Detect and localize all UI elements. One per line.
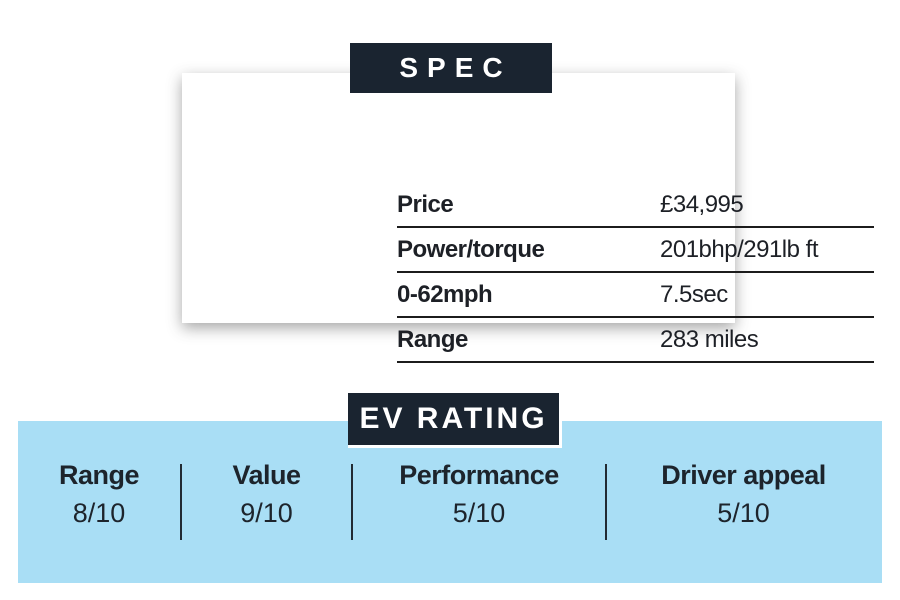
spec-row-value: 201bhp/291lb ft bbox=[660, 235, 818, 263]
spec-row: Range 283 miles bbox=[397, 318, 874, 363]
rating-score: 5/10 bbox=[717, 498, 770, 528]
rating-label: Performance bbox=[399, 460, 559, 490]
rating-label: Value bbox=[232, 460, 301, 490]
ev-rating-columns: Range 8/10 Value 9/10 Performance 5/10 D… bbox=[18, 456, 882, 548]
spec-row-value: 283 miles bbox=[660, 325, 759, 353]
rating-column-range: Range 8/10 bbox=[18, 456, 180, 548]
ev-rating-title-badge: EV RATING bbox=[348, 393, 562, 448]
spec-row-value: £34,995 bbox=[660, 190, 744, 218]
spec-row: Power/torque 201bhp/291lb ft bbox=[397, 228, 874, 273]
column-divider bbox=[180, 464, 182, 540]
spec-row-label: Range bbox=[397, 325, 468, 353]
rating-label: Range bbox=[58, 460, 140, 490]
spec-row: Price £34,995 bbox=[397, 183, 874, 228]
spec-card: Price £34,995 Power/torque 201bhp/291lb … bbox=[182, 73, 874, 363]
column-divider bbox=[605, 464, 607, 540]
rating-label: Driver appeal bbox=[661, 460, 826, 490]
spec-title-badge: SPEC bbox=[350, 43, 552, 93]
column-divider bbox=[351, 464, 353, 540]
rating-column-driver-appeal: Driver appeal 5/10 bbox=[607, 456, 880, 548]
spec-row: 0-62mph 7.5sec bbox=[397, 273, 874, 318]
rating-score: 5/10 bbox=[452, 498, 506, 528]
spec-row-label: Price bbox=[397, 190, 454, 218]
rating-column-performance: Performance 5/10 bbox=[353, 456, 605, 548]
spec-row-value: 7.5sec bbox=[660, 280, 728, 308]
rating-score: 9/10 bbox=[240, 498, 293, 528]
rating-score: 8/10 bbox=[72, 498, 126, 528]
ev-rating-band bbox=[18, 421, 882, 583]
spec-row-label: 0-62mph bbox=[397, 280, 493, 308]
spec-table: Price £34,995 Power/torque 201bhp/291lb … bbox=[397, 183, 874, 363]
rating-column-value: Value 9/10 bbox=[182, 456, 351, 548]
spec-row-label: Power/torque bbox=[397, 235, 545, 263]
